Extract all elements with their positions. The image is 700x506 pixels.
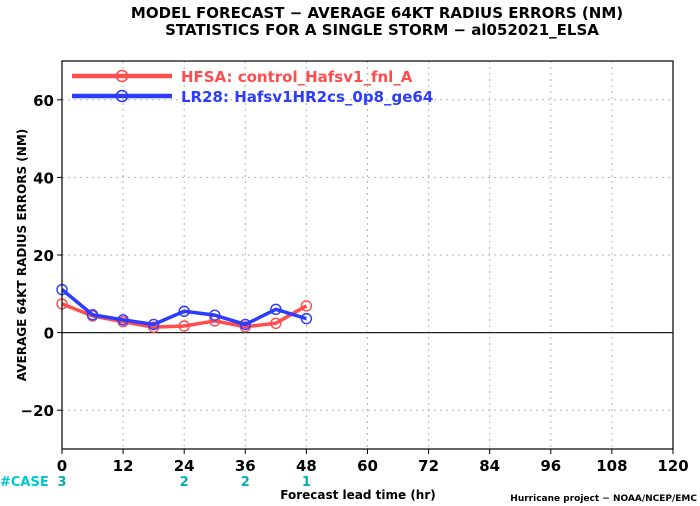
chart-title: MODEL FORECAST − AVERAGE 64KT RADIUS ERR… (131, 4, 623, 22)
legend-marker-1 (115, 69, 129, 83)
y-tick-labels: 60 40 20 0 −20 (21, 92, 62, 420)
x-tick-label: 72 (418, 457, 439, 475)
series-2-point (117, 314, 129, 326)
series-2-point (178, 305, 190, 317)
series-1-point (300, 300, 313, 312)
chart-subtitle: STATISTICS FOR A SINGLE STORM − al052021… (165, 21, 599, 39)
series-2-point (86, 309, 99, 321)
x-tick-label: 60 (357, 457, 378, 475)
x-axis-label: Forecast lead time (hr) (280, 488, 436, 502)
credit-text: Hurricane project − NOAA/NCEP/EMC (510, 494, 697, 504)
series-1-point (270, 317, 282, 329)
grid-lines (62, 61, 673, 449)
series-2-point (300, 312, 313, 325)
x-tick-label: 84 (479, 457, 500, 475)
series-2-point (239, 318, 252, 331)
x-tick-label: 0 (57, 457, 67, 475)
case-count: 2 (180, 475, 189, 490)
legend-label-2: LR28: Hafsv1HR2cs_0p8_ge64 (181, 88, 433, 106)
series-line-2 (60, 288, 307, 327)
legend: HFSA: control_Hafsv1_fnl_A LR28: Hafsv1HR… (72, 68, 433, 106)
case-count: 1 (302, 475, 311, 490)
y-axis-label: AVERAGE 64KT RADIUS ERRORS (NM) (15, 129, 29, 381)
x-tick-labels: 0 12 24 36 48 60 72 84 96 108 120 (57, 449, 689, 475)
y-tick-label: 20 (33, 247, 54, 265)
x-tick-label: 96 (540, 457, 561, 475)
series-2-point (209, 309, 221, 321)
series-group (56, 283, 313, 333)
series-2-point (270, 303, 282, 316)
series-2-point (147, 318, 160, 331)
x-tick-label: 12 (113, 457, 134, 475)
legend-label-1: HFSA: control_Hafsv1_fnl_A (181, 68, 413, 86)
case-count: 2 (241, 475, 250, 490)
x-tick-label: 24 (174, 457, 195, 475)
legend-marker-2 (115, 89, 129, 103)
x-tick-label: 36 (235, 457, 256, 475)
y-tick-label: 60 (33, 92, 54, 110)
x-tick-label: 48 (296, 457, 317, 475)
y-tick-label: −20 (21, 402, 54, 420)
case-count: 3 (57, 475, 66, 490)
x-tick-label: 120 (657, 457, 688, 475)
y-tick-label: 40 (33, 169, 54, 187)
x-tick-label: 108 (596, 457, 627, 475)
y-tick-label: 0 (44, 325, 54, 343)
series-1-point (178, 320, 190, 332)
case-label: #CASE (0, 475, 49, 490)
case-counts: #CASE 3 2 2 1 (0, 475, 311, 490)
